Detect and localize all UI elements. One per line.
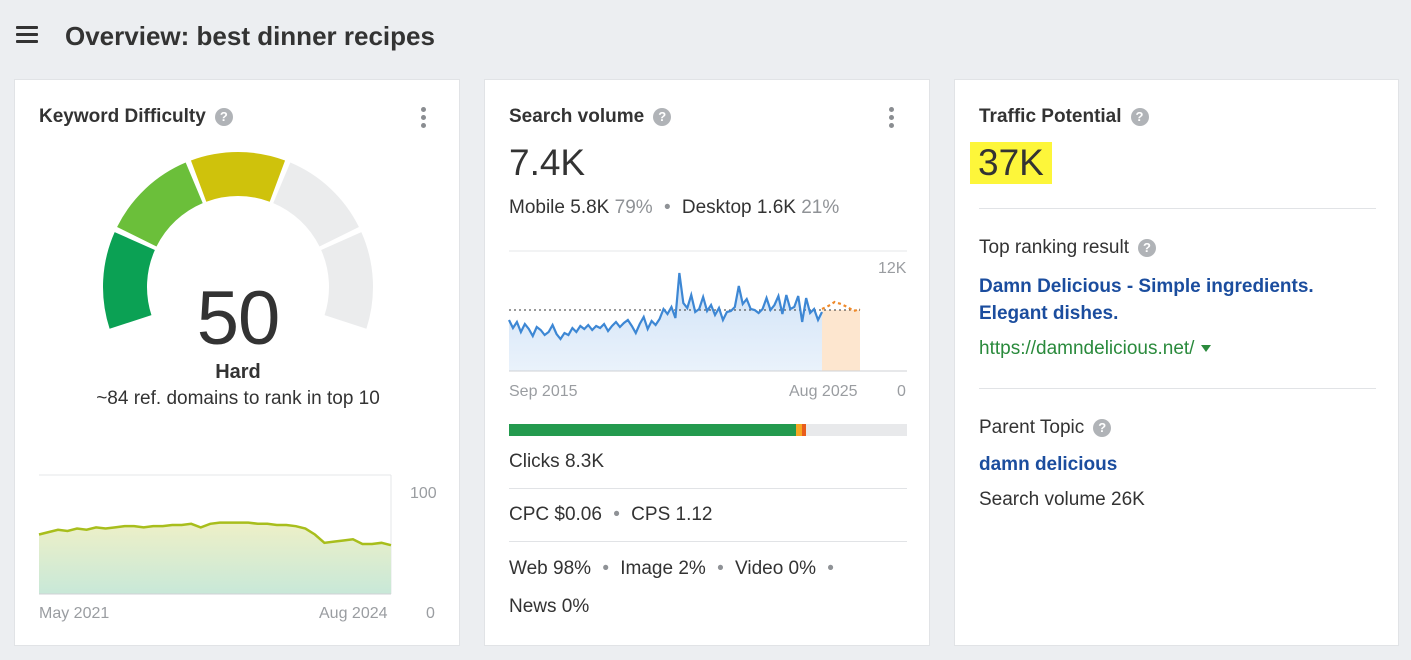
sv-title: Search volume (509, 106, 645, 127)
kd-y-min: 0 (426, 605, 435, 622)
separator-dot: • (663, 197, 671, 218)
top-ranking-title-line1: Damn Delicious - Simple ingredients. (979, 276, 1314, 297)
sv-forecast-area (822, 310, 860, 371)
kebab-menu-icon[interactable] (421, 107, 427, 129)
clicks-bar-organic (509, 424, 796, 436)
separator-dot: • (827, 558, 834, 579)
kd-y-max: 100 (410, 485, 437, 502)
news-pct: News 0% (509, 596, 590, 617)
clicks-bar-other (801, 424, 806, 436)
web-pct: Web 98% (509, 558, 592, 579)
gauge-segment-filled (117, 162, 203, 247)
kd-subtitle: ~84 ref. domains to rank in top 10 (96, 388, 380, 409)
caret-down-icon[interactable] (1201, 345, 1212, 353)
hamburger-menu-icon[interactable] (16, 26, 38, 44)
kd-header: Keyword Difficulty ? (39, 106, 233, 128)
sv-value: 7.4K (509, 142, 586, 183)
keyword-difficulty-card: Keyword Difficulty ? 50 Hard ~84 ref. do… (14, 79, 460, 646)
clicks-distribution-bar (509, 424, 907, 436)
clicks-value: Clicks 8.3K (509, 451, 605, 472)
question-circle-icon[interactable]: ? (1093, 419, 1112, 437)
kd-gauge (103, 152, 373, 329)
question-circle-icon[interactable]: ? (1130, 108, 1149, 126)
top-ranking-title-line2: Elegant dishes. (979, 303, 1119, 324)
clicks-bar-paid (795, 424, 802, 436)
sv-forecast-line (821, 300, 861, 313)
gauge-segment-filled (103, 232, 155, 329)
sv-x-start: Sep 2015 (509, 383, 578, 400)
gauge-segment-filled (190, 152, 286, 202)
sv-header: Search volume ? (509, 106, 672, 128)
cpc-value: CPC $0.06 (509, 504, 602, 525)
sv-desktop: Desktop 1.6K (681, 197, 796, 218)
separator-dot: • (717, 558, 724, 579)
top-ranking-label-row: Top ranking result ? (979, 237, 1156, 259)
image-pct: Image 2% (620, 558, 706, 579)
parent-topic-link[interactable]: damn delicious (979, 454, 1118, 475)
gauge-segment-empty (321, 232, 373, 329)
parent-topic-label: Parent Topic (979, 417, 1085, 438)
parent-topic-search-volume: Search volume 26K (979, 489, 1145, 510)
kd-history-chart (38, 474, 392, 595)
separator-dot: • (613, 504, 620, 525)
sv-mobile-pct: 79% (614, 197, 653, 218)
cps-value: CPS 1.12 (631, 504, 713, 525)
kebab-menu-icon[interactable] (889, 107, 895, 129)
sv-history-chart (508, 250, 907, 372)
divider (509, 488, 907, 489)
search-volume-card: Search volume ? 7.4K Mobile 5.8K 79% • D… (484, 79, 930, 646)
sv-chart-area (509, 273, 822, 371)
kd-chart-area (39, 522, 391, 594)
divider (509, 541, 907, 542)
serp-type-row: Web 98% • Image 2% • Video 0% • (509, 558, 840, 580)
question-circle-icon[interactable]: ? (1137, 239, 1156, 257)
page-title: Overview: best dinner recipes (65, 21, 435, 51)
top-ranking-url-text: https://damndelicious.net/ (979, 338, 1195, 359)
top-ranking-url[interactable]: https://damndelicious.net/ (979, 338, 1212, 360)
sv-x-end: Aug 2025 (789, 383, 858, 400)
sv-y-max: 12K (878, 260, 907, 277)
gauge-segment-empty (273, 162, 359, 247)
parent-topic-label-row: Parent Topic ? (979, 417, 1112, 439)
kd-x-end: Aug 2024 (319, 605, 388, 622)
traffic-potential-card: Traffic Potential ? 37K Top ranking resu… (954, 79, 1399, 646)
divider (979, 388, 1376, 389)
sv-desktop-pct: 21% (801, 197, 840, 218)
kd-chart-line (38, 521, 392, 547)
video-pct: Video 0% (735, 558, 817, 579)
tp-value: 37K (970, 142, 1052, 184)
cpc-cps-row: CPC $0.06 • CPS 1.12 (509, 504, 713, 526)
tp-header: Traffic Potential ? (979, 106, 1149, 128)
kd-title: Keyword Difficulty (39, 106, 206, 127)
question-circle-icon[interactable]: ? (653, 108, 672, 126)
separator-dot: • (602, 558, 609, 579)
top-ranking-label: Top ranking result (979, 237, 1129, 258)
sv-mobile: Mobile 5.8K (509, 197, 610, 218)
sv-chart-line (508, 272, 823, 341)
sv-device-breakdown: Mobile 5.8K 79% • Desktop 1.6K 21% (509, 197, 839, 219)
question-circle-icon[interactable]: ? (214, 108, 233, 126)
sv-y-min: 0 (897, 383, 906, 400)
kd-x-start: May 2021 (39, 605, 110, 622)
divider (979, 208, 1376, 209)
tp-title: Traffic Potential (979, 106, 1122, 127)
kd-score: 50 (196, 276, 281, 361)
top-ranking-title-link[interactable]: Damn Delicious - Simple ingredients. Ele… (979, 273, 1314, 327)
kd-level-label: Hard (215, 361, 261, 383)
